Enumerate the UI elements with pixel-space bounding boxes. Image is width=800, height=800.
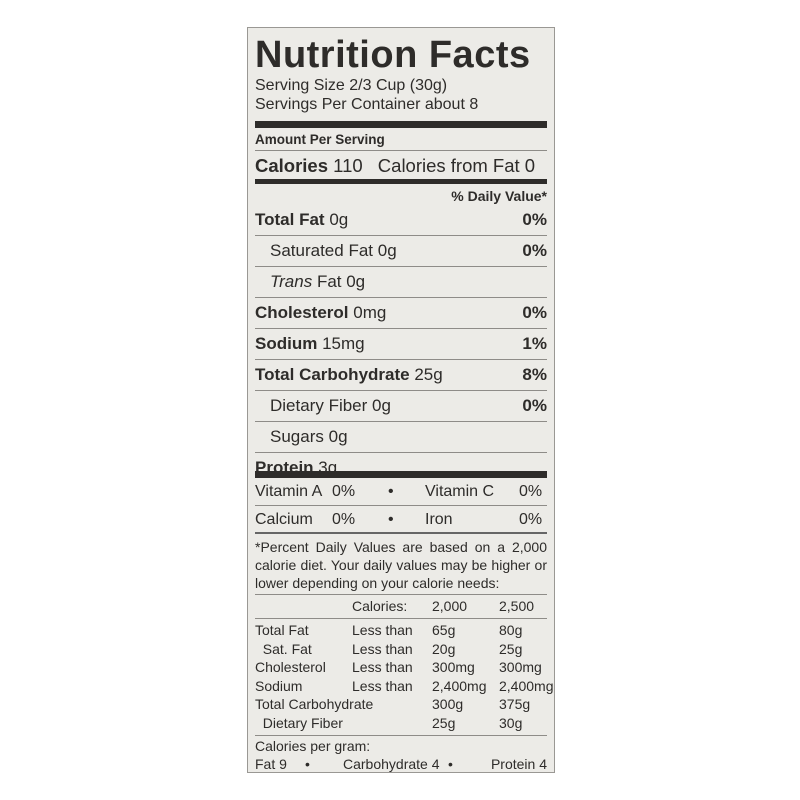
vitamin-left-pct: 0% bbox=[332, 511, 356, 528]
daily-value-header: % Daily Value* bbox=[451, 188, 547, 204]
dv-table-cell: Sodium bbox=[255, 677, 303, 694]
vitamin-right: Vitamin C bbox=[425, 483, 495, 500]
nutrient-amount: 0g bbox=[329, 210, 349, 229]
calories-row: Calories 110 Calories from Fat 0 bbox=[255, 155, 547, 177]
dv-table-cell: 300g bbox=[432, 696, 464, 712]
nutrient-row: Saturated Fat 0g 0% bbox=[255, 235, 547, 266]
divider bbox=[255, 150, 547, 151]
divider bbox=[255, 618, 547, 619]
nutrient-amount: 0g bbox=[377, 241, 397, 260]
nutrient-amount: 15mg bbox=[322, 334, 365, 353]
nutrient-pct: 0% bbox=[522, 303, 547, 322]
dv-table-cell: Cholesterol bbox=[255, 659, 326, 675]
vitamin-left: Vitamin A bbox=[255, 483, 323, 500]
divider bbox=[255, 594, 547, 595]
dv-table-cell: Less than bbox=[352, 677, 413, 694]
divider-thick bbox=[255, 121, 547, 128]
cpg-fat: Fat 9 bbox=[255, 756, 287, 772]
nutrient-name: Sugars bbox=[270, 427, 324, 446]
dv-table-cell: 2,000 bbox=[432, 598, 468, 614]
dv-table-cell: Calories: bbox=[352, 598, 408, 614]
nutrient-pct: 0% bbox=[522, 396, 547, 415]
vitamin-row: Calcium 0% • Iron 0% bbox=[255, 505, 547, 533]
nutrient-name: Cholesterol bbox=[255, 303, 349, 322]
dv-table-cell: Less than bbox=[352, 622, 413, 638]
vitamin-right: Iron bbox=[425, 511, 453, 528]
cpg-carbohydrate: Carbohydrate 4 bbox=[343, 756, 440, 772]
nutrient-name: Trans bbox=[270, 272, 313, 291]
dv-table-cell: 30g bbox=[499, 714, 523, 731]
servings-per-container: Servings Per Container about 8 bbox=[255, 96, 479, 113]
calories-label: Calories bbox=[255, 155, 329, 176]
cpg-protein: Protein 4 bbox=[490, 756, 547, 772]
divider bbox=[255, 532, 547, 534]
nutrient-amount: Fat 0g bbox=[316, 272, 366, 291]
nutrient-row: Dietary Fiber 0g 0% bbox=[255, 390, 547, 421]
dv-table-cell: 25g bbox=[499, 640, 523, 657]
divider bbox=[255, 735, 547, 736]
dv-table-cell: 2,400mg bbox=[499, 677, 554, 694]
divider-thick bbox=[255, 471, 547, 478]
dv-table-cell: 300mg bbox=[499, 659, 542, 675]
nutrient-amount: 25g bbox=[414, 365, 443, 384]
nutrient-amount: 0mg bbox=[353, 303, 387, 322]
nutrient-row: Trans Fat 0g bbox=[255, 266, 547, 297]
calories-from-fat: Calories from Fat 0 bbox=[377, 155, 536, 176]
calories-per-gram-values: Fat 9 • Carbohydrate 4 • Protein 4 bbox=[255, 755, 547, 773]
nutrient-row: Sugars 0g bbox=[255, 421, 547, 452]
dv-table-cell: 20g bbox=[432, 640, 456, 657]
vitamin-row: Vitamin A 0% • Vitamin C 0% bbox=[255, 478, 547, 505]
vitamin-left: Calcium bbox=[255, 511, 313, 528]
dv-table-cell: 2,500 bbox=[499, 598, 535, 614]
amount-per-serving: Amount Per Serving bbox=[255, 132, 385, 147]
dv-table-cell: Total Carbohydrate bbox=[255, 696, 374, 712]
calories-per-gram: Calories per gram: bbox=[255, 738, 371, 754]
nutrient-name: Total Fat bbox=[255, 210, 325, 229]
nutrient-pct: 1% bbox=[522, 334, 547, 353]
serving-size: Serving Size 2/3 Cup (30g) bbox=[255, 77, 448, 94]
nutrient-row: Sodium 15mg 1% bbox=[255, 328, 547, 359]
bullet: • bbox=[305, 756, 310, 772]
dv-table-cell: 65g bbox=[432, 622, 456, 638]
dv-table-cell: Dietary Fiber bbox=[255, 714, 343, 731]
nutrient-name: Saturated Fat bbox=[270, 241, 374, 260]
dv-table-cell: 375g bbox=[499, 696, 531, 712]
dv-table-cell: Less than bbox=[352, 640, 413, 657]
dv-table-cell: 80g bbox=[499, 622, 523, 638]
footnote: *Percent Daily Values are based on a 2,0… bbox=[255, 539, 547, 591]
dv-table-cell: Less than bbox=[352, 659, 413, 675]
bullet: • bbox=[448, 756, 453, 772]
vitamin-bullet: • bbox=[388, 483, 394, 500]
dv-table-cell: Sat. Fat bbox=[255, 640, 312, 657]
label-title: Nutrition Facts bbox=[255, 34, 531, 76]
nutrient-row: Total Fat 0g 0% bbox=[255, 205, 547, 235]
dv-table-cell: 300mg bbox=[432, 659, 475, 675]
nutrient-amount: 0g bbox=[372, 396, 391, 415]
calories-value: 110 bbox=[333, 155, 363, 176]
nutrient-name: Total Carbohydrate bbox=[255, 365, 410, 384]
nutrient-pct: 0% bbox=[522, 241, 547, 260]
nutrient-row: Cholesterol 0mg 0% bbox=[255, 297, 547, 328]
nutrient-row: Total Carbohydrate 25g 8% bbox=[255, 359, 547, 390]
dv-table-cell: Total Fat bbox=[255, 622, 309, 638]
dv-table-cell: 25g bbox=[432, 714, 456, 731]
vitamin-bullet: • bbox=[388, 511, 394, 528]
nutrient-name: Dietary Fiber bbox=[270, 396, 368, 415]
vitamin-left-pct: 0% bbox=[332, 483, 356, 500]
nutrient-pct: 0% bbox=[522, 210, 547, 229]
nutrient-name: Sodium bbox=[255, 334, 318, 353]
vitamin-right-pct: 0% bbox=[519, 511, 543, 528]
nutrition-facts-label: Nutrition Facts Serving Size 2/3 Cup (30… bbox=[247, 27, 555, 773]
dv-table-cell: 2,400mg bbox=[432, 677, 487, 694]
nutrient-amount: 0g bbox=[328, 427, 348, 446]
divider-medium bbox=[255, 179, 547, 184]
nutrient-pct: 8% bbox=[522, 365, 547, 384]
vitamin-right-pct: 0% bbox=[519, 483, 543, 500]
